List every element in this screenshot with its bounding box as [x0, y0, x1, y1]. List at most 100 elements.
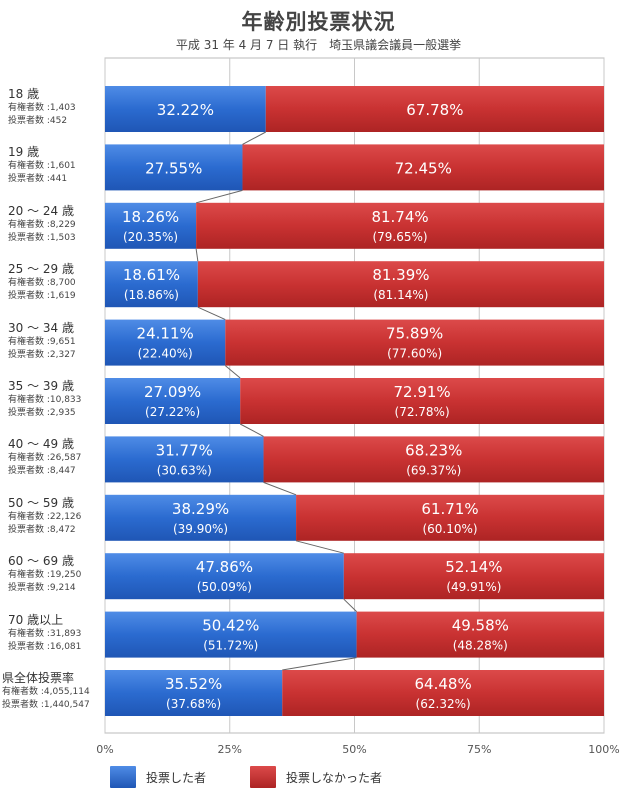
bar-not-voted — [263, 436, 604, 483]
row-eligible-count: 有権者数 :31,893 — [8, 628, 82, 639]
row-label: 18 歳有権者数 :1,403 投票者数 :452 — [8, 87, 108, 128]
bar-not-voted — [242, 144, 605, 191]
data-label-not-voted: 81.74% — [371, 208, 428, 226]
row-label: 60 ～ 69 歳有権者数 :19,250 投票者数 :9,214 — [8, 554, 108, 595]
legend-label-not-voted: 投票しなかった者 — [286, 770, 383, 785]
prev-label-voted: (22.40%) — [138, 347, 193, 361]
connector-line — [197, 306, 226, 321]
row-voter-count: 投票者数 :9,214 — [8, 583, 76, 594]
row-label: 35 ～ 39 歳有権者数 :10,833 投票者数 :2,935 — [8, 379, 108, 420]
bar-voted — [105, 436, 264, 483]
row-label: 25 ～ 29 歳有権者数 :8,700 投票者数 :1,619 — [8, 262, 108, 303]
data-label-voted: 50.42% — [202, 617, 259, 635]
legend-label-voted: 投票した者 — [146, 770, 207, 785]
row-category: 60 ～ 69 歳 — [8, 554, 74, 569]
connector-line — [343, 598, 357, 612]
legend-item-voted: 投票した者 — [110, 766, 206, 788]
prev-label-not-voted: (49.91%) — [446, 580, 501, 594]
row-label: 30 ～ 34 歳有権者数 :9,651 投票者数 :2,327 — [8, 321, 108, 362]
bar-voted — [105, 144, 243, 191]
row-eligible-count: 有権者数 :26,587 — [8, 453, 82, 464]
row-eligible-count: 有権者数 :4,055,114 — [2, 687, 90, 697]
row-category: 25 ～ 29 歳 — [8, 262, 74, 277]
bar-voted — [105, 494, 297, 541]
prev-label-voted: (39.90%) — [173, 522, 228, 536]
data-label-not-voted: 52.14% — [445, 558, 502, 576]
connector-line — [295, 540, 344, 554]
prev-label-not-voted: (69.37%) — [406, 463, 461, 477]
data-label-not-voted: 49.58% — [452, 617, 509, 635]
x-tick-label: 50% — [342, 743, 366, 756]
bar-not-voted — [225, 319, 604, 366]
bar-not-voted — [356, 611, 604, 658]
bar-voted — [105, 202, 197, 249]
row-category: 20 ～ 24 歳 — [8, 203, 74, 218]
data-label-not-voted: 81.39% — [372, 266, 429, 284]
row-eligible-count: 有権者数 :8,700 — [8, 278, 76, 289]
row-category: 18 歳 — [8, 87, 40, 101]
chart-title: 年齢別投票状況 — [241, 10, 396, 34]
legend-item-not-voted: 投票しなかった者 — [250, 766, 382, 788]
prev-label-not-voted: (62.32%) — [416, 697, 471, 711]
bar-voted — [105, 553, 344, 600]
row-eligible-count: 有権者数 :22,126 — [8, 511, 82, 522]
prev-label-voted: (50.09%) — [197, 580, 252, 594]
prev-label-not-voted: (79.65%) — [372, 230, 427, 244]
data-label-voted: 35.52% — [165, 675, 222, 693]
bar-voted — [105, 261, 198, 308]
data-label-not-voted: 75.89% — [386, 325, 443, 343]
row-eligible-count: 有権者数 :1,601 — [8, 161, 76, 172]
data-label-voted: 27.09% — [144, 383, 201, 401]
row-voter-count: 投票者数 :1,503 — [8, 232, 76, 243]
row-category: 県全体投票率 — [2, 671, 75, 685]
row-category: 19 歳 — [8, 145, 40, 160]
row-voter-count: 投票者数 :2,935 — [8, 408, 76, 418]
row-label: 県全体投票率有権者数 :4,055,114 投票者数 :1,440,547 — [2, 671, 106, 712]
row-category: 30 ～ 34 歳 — [8, 320, 74, 335]
row-eligible-count: 有権者数 :1,403 — [8, 103, 76, 113]
bar-not-voted — [197, 261, 605, 308]
row-voter-count: 投票者数 :452 — [8, 116, 68, 126]
data-label-voted: 24.11% — [137, 325, 194, 343]
connector-line — [239, 423, 264, 437]
row-voter-count: 投票者数 :8,447 — [8, 466, 76, 477]
bar-voted — [105, 319, 226, 366]
row-category: 40 ～ 49 歳 — [8, 437, 74, 452]
bar-not-voted — [196, 202, 604, 249]
prev-label-not-voted: (60.10%) — [422, 522, 477, 536]
prev-label-not-voted: (81.14%) — [373, 288, 428, 302]
data-label-not-voted: 72.45% — [395, 159, 452, 177]
legend-swatch-not-voted — [250, 766, 276, 788]
connector-line — [242, 131, 267, 145]
prev-label-not-voted: (48.28%) — [453, 639, 508, 653]
row-label: 40 ～ 49 歳有権者数 :26,587 投票者数 :8,447 — [8, 437, 108, 478]
row-voter-count: 投票者数 :1,440,547 — [2, 700, 90, 710]
row-label: 19 歳有権者数 :1,601 投票者数 :441 — [8, 145, 108, 186]
chart-subtitle: 平成 31 年 4 月 7 日 執行 埼玉県議会議員一般選挙 — [175, 38, 462, 52]
row-category: 35 ～ 39 歳 — [8, 379, 74, 393]
row-eligible-count: 有権者数 :10,833 — [8, 395, 82, 405]
connector-line — [282, 657, 357, 671]
row-category: 50 ～ 59 歳 — [8, 495, 74, 510]
bar-not-voted — [240, 378, 605, 424]
row-voter-count: 投票者数 :1,619 — [8, 291, 76, 302]
prev-label-voted: (20.35%) — [123, 230, 178, 244]
x-tick-label: 100% — [588, 743, 619, 756]
connector-line — [195, 248, 199, 262]
prev-label-not-voted: (72.78%) — [395, 405, 450, 419]
connector-line — [263, 481, 297, 496]
row-voter-count: 投票者数 :16,081 — [8, 641, 82, 652]
row-label: 20 ～ 24 歳有権者数 :8,229 投票者数 :1,503 — [8, 204, 108, 245]
prev-label-voted: (37.68%) — [166, 697, 221, 711]
data-label-voted: 31.77% — [156, 441, 213, 459]
row-eligible-count: 有権者数 :8,229 — [8, 219, 76, 230]
x-tick-label: 25% — [218, 743, 242, 756]
bar-not-voted — [343, 553, 604, 600]
bar-voted — [105, 670, 283, 716]
prev-label-voted: (51.72%) — [203, 639, 258, 653]
x-tick-label: 0% — [96, 743, 113, 756]
row-voter-count: 投票者数 :8,472 — [8, 524, 76, 535]
row-label: 70 歳以上 有権者数 :31,893 投票者数 :16,081 — [8, 613, 108, 654]
prev-label-voted: (27.22%) — [145, 405, 200, 419]
data-label-not-voted: 61.71% — [421, 500, 478, 518]
